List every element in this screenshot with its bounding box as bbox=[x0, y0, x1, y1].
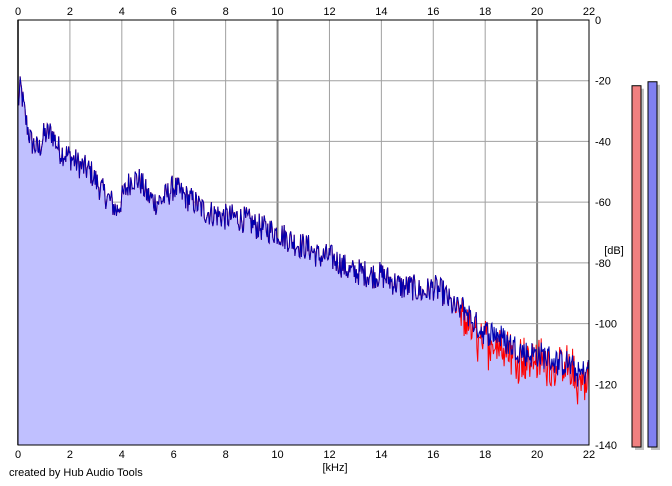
x-tick-label-top: 20 bbox=[531, 6, 543, 18]
spectrum-area-fill bbox=[18, 76, 589, 446]
x-tick-label-top: 6 bbox=[171, 6, 177, 18]
x-tick-label-bottom: 0 bbox=[15, 449, 21, 461]
plot-border bbox=[17, 19, 590, 446]
x-tick-label-top: 10 bbox=[271, 6, 283, 18]
credit-text: created by Hub Audio Tools bbox=[9, 467, 143, 479]
x-tick-label-top: 18 bbox=[479, 6, 491, 18]
x-axis-label: [kHz] bbox=[322, 462, 347, 474]
x-tick-label-top: 4 bbox=[119, 6, 125, 18]
spectrum-line-right bbox=[17, 76, 590, 387]
y-tick-label: 0 bbox=[595, 15, 601, 27]
x-tick-label-bottom: 22 bbox=[583, 449, 595, 461]
tick-labels: 002244668810101212141416161818202022220-… bbox=[15, 6, 617, 461]
x-tick-label-top: 14 bbox=[375, 6, 387, 18]
y-tick-label: -20 bbox=[595, 76, 611, 88]
x-tick-label-bottom: 14 bbox=[375, 449, 387, 461]
y-tick-label: -120 bbox=[595, 379, 617, 391]
level-meters bbox=[631, 81, 660, 450]
y-axis-label: [dB] bbox=[604, 245, 624, 257]
x-tick-label-top: 12 bbox=[323, 6, 335, 18]
y-tick-label: -80 bbox=[595, 258, 611, 270]
x-tick-label-bottom: 2 bbox=[67, 449, 73, 461]
x-tick-label-top: 8 bbox=[223, 6, 229, 18]
x-tick-label-bottom: 12 bbox=[323, 449, 335, 461]
x-tick-label-bottom: 10 bbox=[271, 449, 283, 461]
x-tick-label-top: 2 bbox=[67, 6, 73, 18]
x-tick-label-top: 0 bbox=[15, 6, 21, 18]
x-tick-label-bottom: 6 bbox=[171, 449, 177, 461]
y-tick-label: -60 bbox=[595, 197, 611, 209]
y-tick-label: -40 bbox=[595, 136, 611, 148]
y-tick-label: -100 bbox=[595, 319, 617, 331]
y-tick-label: -140 bbox=[595, 440, 617, 452]
level-meter-right bbox=[647, 81, 658, 448]
x-tick-label-bottom: 20 bbox=[531, 449, 543, 461]
x-tick-label-bottom: 16 bbox=[427, 449, 439, 461]
x-tick-label-bottom: 18 bbox=[479, 449, 491, 461]
level-meter-left bbox=[631, 85, 642, 448]
x-tick-label-bottom: 8 bbox=[223, 449, 229, 461]
x-tick-label-bottom: 4 bbox=[119, 449, 125, 461]
x-tick-label-top: 16 bbox=[427, 6, 439, 18]
x-tick-label-top: 22 bbox=[583, 6, 595, 18]
